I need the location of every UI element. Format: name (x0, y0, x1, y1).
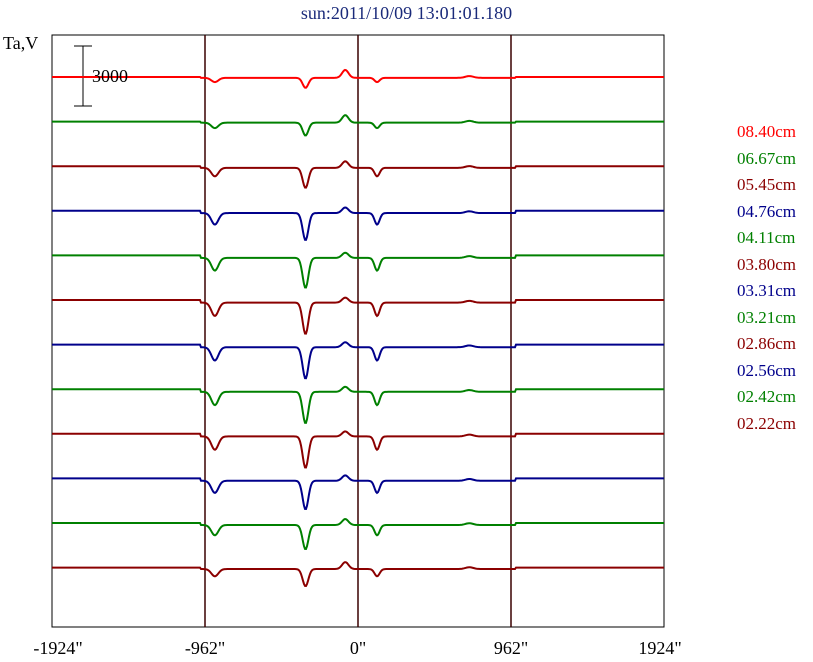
series-line-06.67cm (52, 114, 664, 137)
legend: 08.40cm 06.67cm 05.45cm 04.76cm 04.11cm 03.80… (737, 119, 796, 437)
series-line-02.86cm (52, 430, 664, 469)
x-tick-label: 1924" (638, 638, 682, 658)
legend-item: 04.76cm (737, 201, 797, 221)
legend-item: 04.11cm (737, 228, 796, 247)
series-line-04.76cm (52, 206, 664, 241)
scan-traces (52, 68, 664, 587)
x-tick-label: -1924" (33, 638, 83, 658)
legend-item: 03.31cm (737, 281, 797, 300)
x-tick-label: -962" (184, 638, 226, 658)
series-line-03.31cm (52, 341, 664, 380)
series-line-08.40cm (52, 68, 664, 89)
legend-item: 02.42cm (737, 387, 797, 406)
series-line-03.80cm (52, 296, 664, 335)
y-axis-label: Ta,V (3, 33, 39, 53)
series-line-03.21cm (52, 385, 664, 424)
series-line-05.45cm (52, 160, 664, 189)
series-line-04.11cm (52, 251, 664, 289)
legend-item: 06.67cm (737, 148, 797, 168)
vertical-gridlines (204, 35, 512, 627)
legend-item: 08.40cm (737, 122, 797, 141)
legend-item: 02.56cm (737, 360, 797, 380)
x-tick-label: 962" (493, 638, 529, 658)
chart-title: sun:2011/10/09 13:01:01.180 (300, 3, 513, 23)
legend-item: 05.45cm (737, 175, 797, 194)
x-tick-label: 0" (349, 638, 367, 658)
series-line-02.42cm (52, 518, 664, 551)
legend-item: 03.80cm (737, 254, 797, 274)
legend-item: 02.86cm (737, 334, 797, 353)
series-line-02.56cm (52, 474, 664, 511)
scale-bar-label: 3000 (92, 66, 128, 86)
series-line-02.22cm (52, 561, 664, 587)
legend-item: 02.22cm (737, 413, 797, 433)
legend-item: 03.21cm (737, 307, 797, 327)
